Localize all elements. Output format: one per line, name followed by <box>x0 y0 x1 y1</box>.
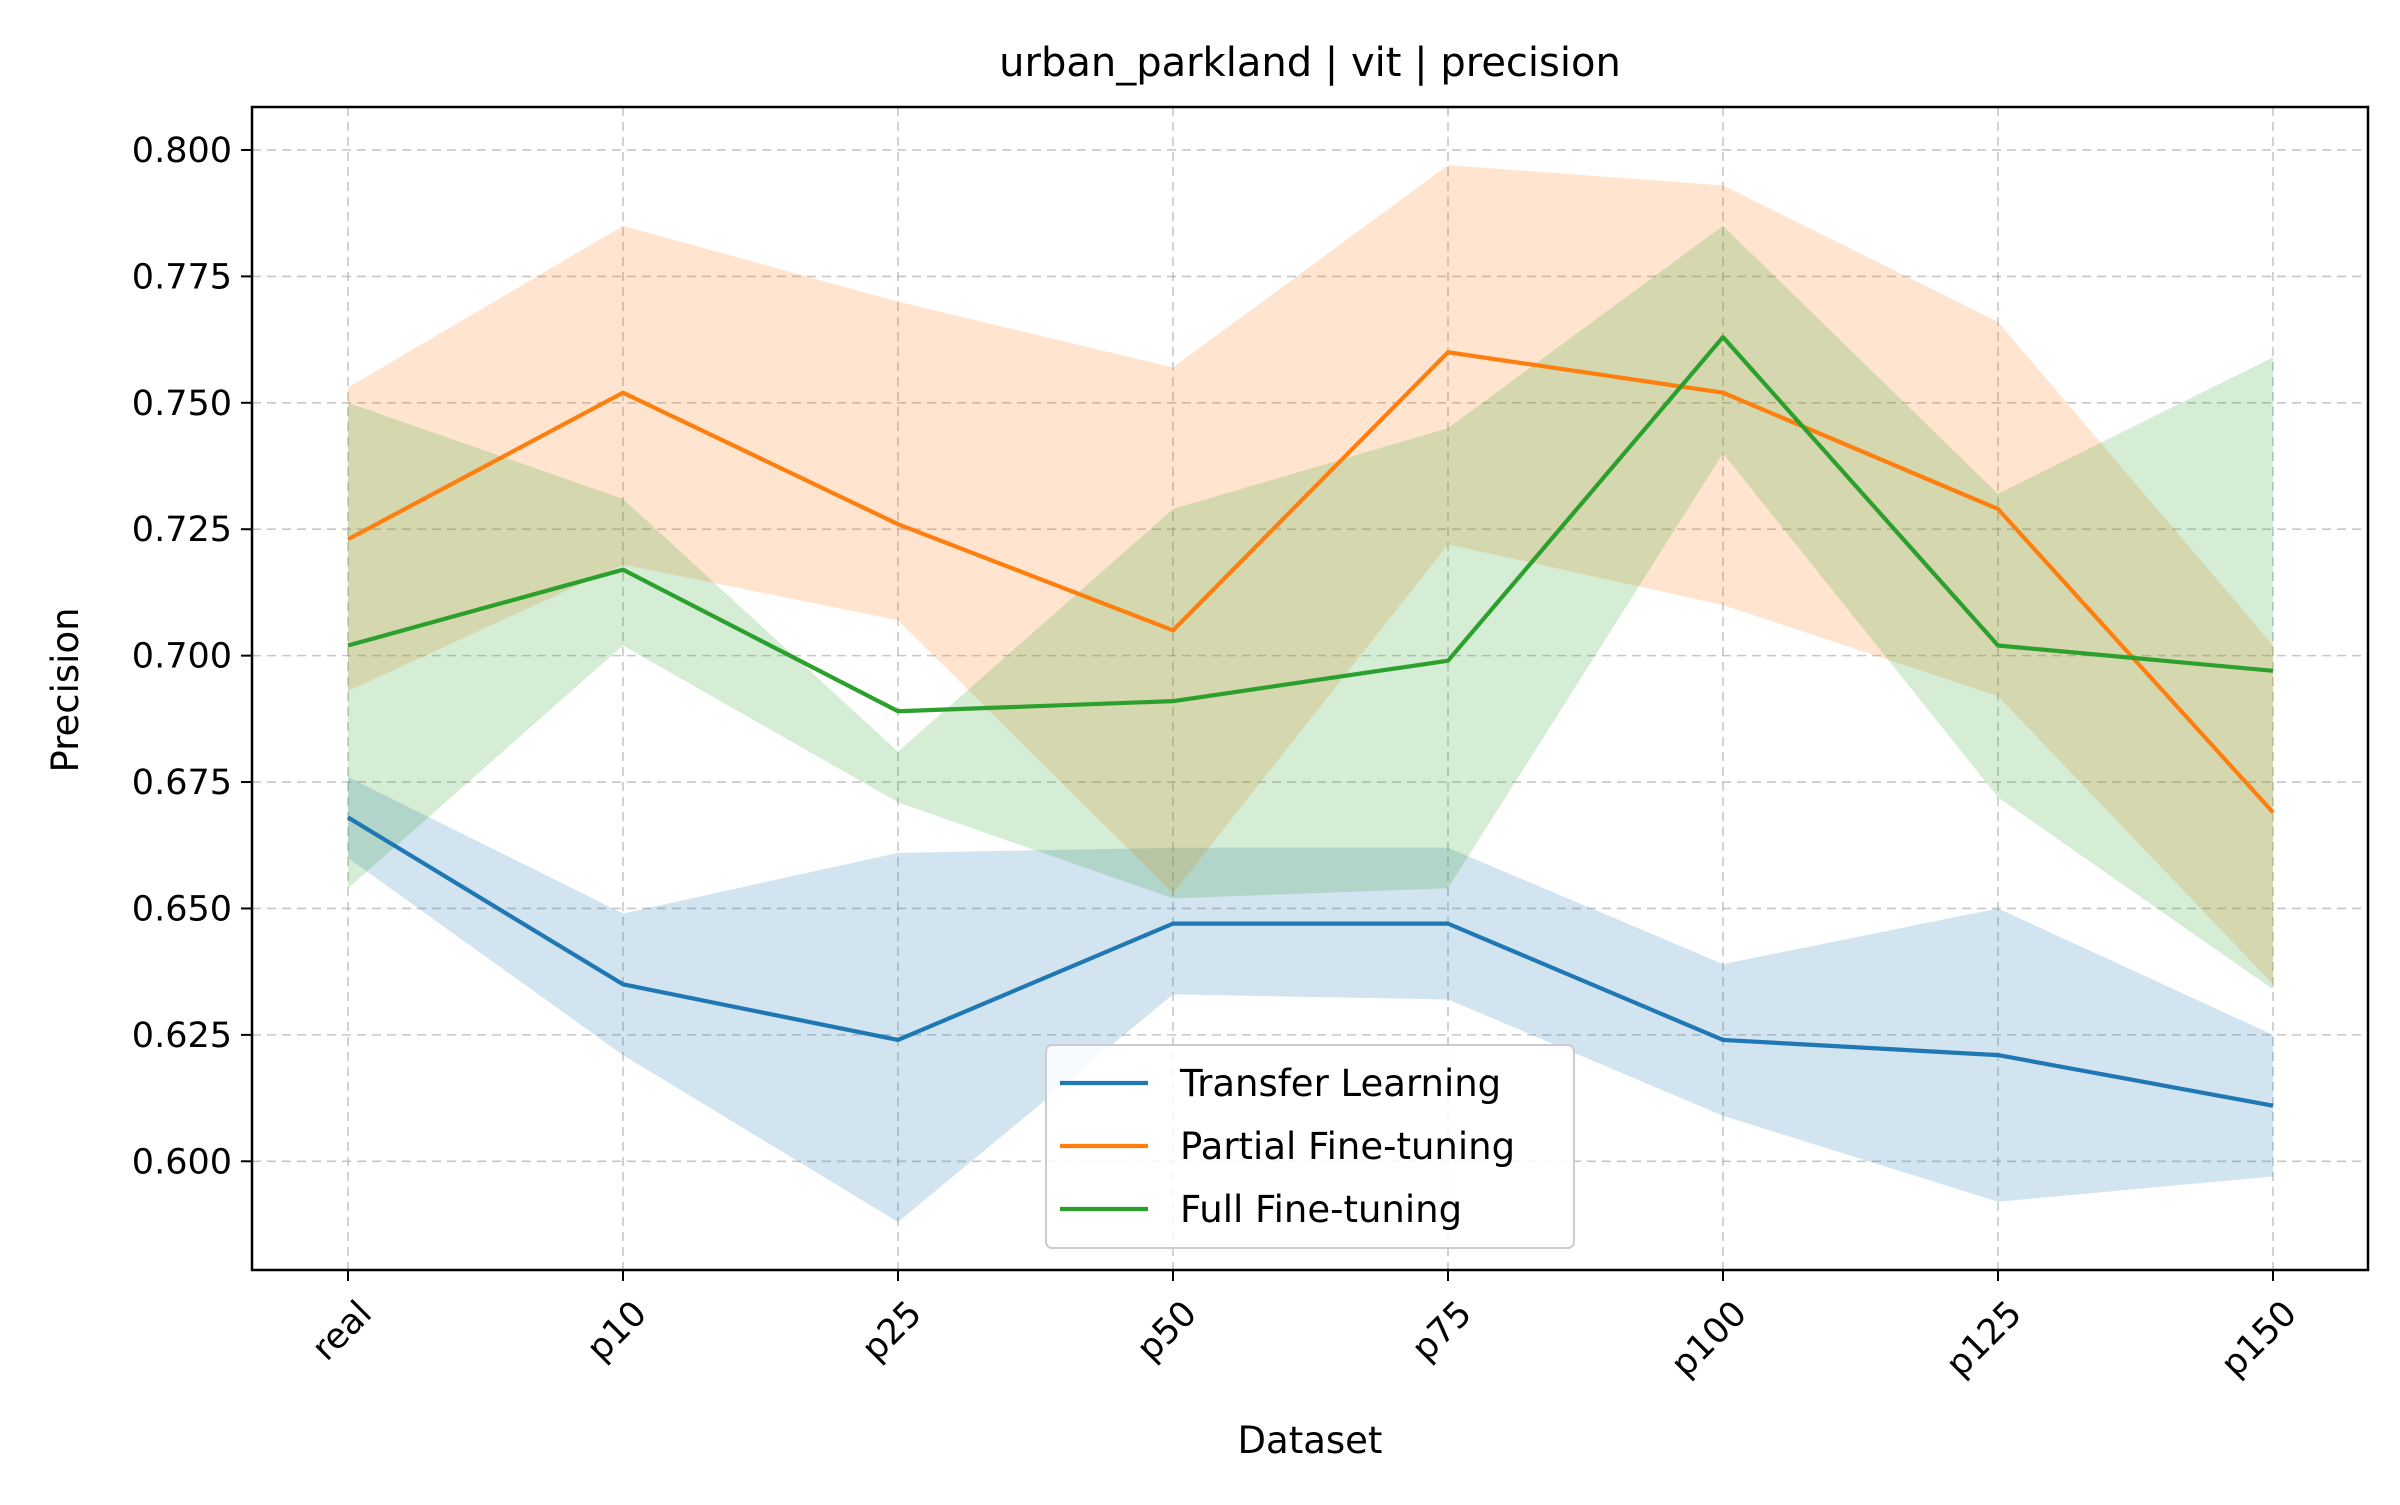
y-tick-label: 0.625 <box>132 1016 232 1056</box>
y-tick-label: 0.750 <box>132 384 232 424</box>
x-axis-label: Dataset <box>1238 1419 1383 1462</box>
chart-title: urban_parkland | vit | precision <box>999 40 1621 86</box>
legend-label-1: Partial Fine-tuning <box>1180 1125 1515 1168</box>
y-axis-label: Precision <box>44 607 87 772</box>
y-tick-label: 0.725 <box>132 510 232 550</box>
legend-label-0: Transfer Learning <box>1179 1062 1501 1105</box>
legend-label-2: Full Fine-tuning <box>1180 1188 1462 1231</box>
y-tick-label: 0.600 <box>132 1142 232 1182</box>
y-tick-label: 0.800 <box>132 131 232 171</box>
y-tick-label: 0.775 <box>132 257 232 297</box>
y-tick-label: 0.650 <box>132 889 232 929</box>
y-tick-label: 0.700 <box>132 637 232 677</box>
legend: Transfer Learning Partial Fine-tuning Full… <box>1046 1045 1574 1248</box>
y-tick-label: 0.675 <box>132 763 232 803</box>
